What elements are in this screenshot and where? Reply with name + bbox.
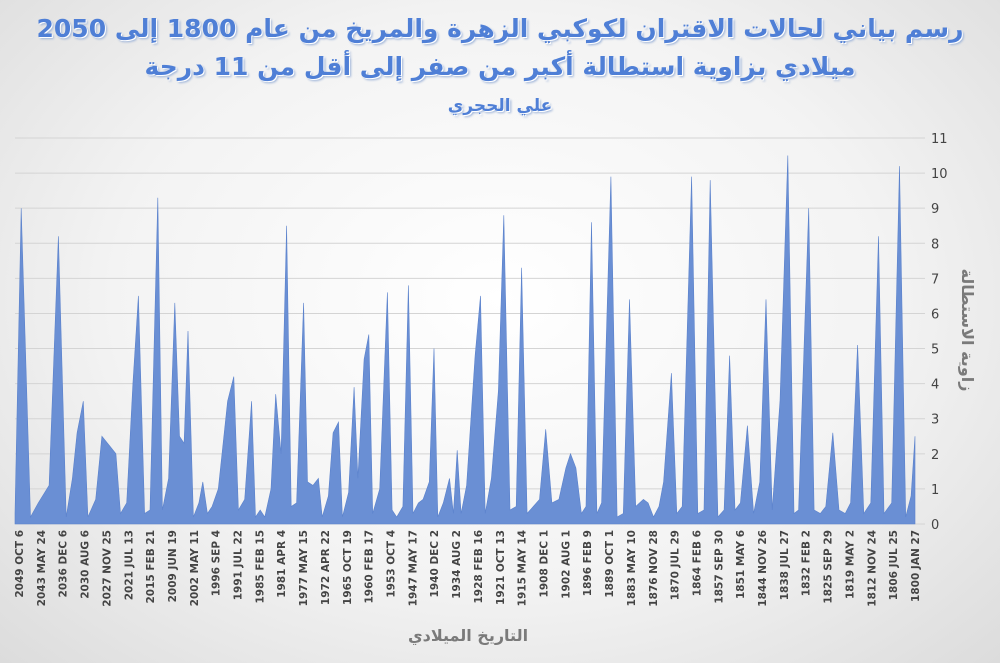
x-tick-label: 1947 MAY 17 xyxy=(407,530,419,606)
x-axis-title: التاريخ الميلادي xyxy=(408,626,528,646)
x-tick-label: 1991 JUL 22 xyxy=(233,530,245,600)
y-tick-label: 0 xyxy=(931,518,939,533)
x-tick-label: 1812 NOV 24 xyxy=(866,530,878,607)
x-tick-label: 1977 MAY 15 xyxy=(298,530,310,606)
x-tick-label: 2021 JUL 13 xyxy=(123,530,135,600)
y-tick-label: 8 xyxy=(931,237,939,252)
x-tick-label: 1996 SEP 4 xyxy=(211,530,223,596)
x-tick-label: 2015 FEB 21 xyxy=(145,530,157,604)
x-tick-label: 1972 APR 22 xyxy=(320,530,332,605)
x-tick-label: 1981 APR 4 xyxy=(276,530,288,598)
x-tick-label: 1876 NOV 28 xyxy=(648,530,660,607)
x-tick-label: 1825 SEP 29 xyxy=(823,530,835,604)
y-tick-label: 9 xyxy=(931,202,939,217)
x-tick-label: 1902 AUG 1 xyxy=(560,530,572,599)
y-tick-label: 5 xyxy=(931,343,939,358)
y-axis-title: زاوية الاستطالة xyxy=(958,269,977,392)
y-tick-label: 6 xyxy=(931,307,939,322)
chart-title-line2: ميلادي بزاوية استطالة أكبر من صفر إلى أق… xyxy=(144,52,856,81)
x-tick-label: 2030 AUG 6 xyxy=(80,530,92,599)
y-tick-label: 2 xyxy=(931,448,939,463)
x-tick-label: 1953 OCT 4 xyxy=(386,530,398,598)
x-tick-label: 1832 FEB 2 xyxy=(801,530,813,596)
x-tick-label: 1896 FEB 9 xyxy=(582,530,594,596)
x-tick-label: 1921 OCT 13 xyxy=(495,530,507,605)
x-tick-label: 1928 FEB 16 xyxy=(473,530,485,604)
x-tick-label: 2049 OCT 6 xyxy=(14,530,26,598)
chart-subtitle: علي الحجري xyxy=(447,96,553,116)
x-tick-label: 1800 JAN 27 xyxy=(910,530,922,602)
y-tick-label: 11 xyxy=(931,132,948,147)
x-tick-label: 1857 SEP 30 xyxy=(713,530,725,604)
x-tick-label: 1965 OCT 19 xyxy=(342,530,354,605)
x-tick-label: 1864 FEB 6 xyxy=(692,530,704,596)
x-tick-label: 1985 FEB 15 xyxy=(254,530,266,604)
y-tick-label: 10 xyxy=(931,167,948,182)
x-tick-label: 1915 MAY 14 xyxy=(517,530,529,606)
x-tick-label: 2027 NOV 25 xyxy=(101,530,113,607)
x-tick-label: 1960 FEB 17 xyxy=(364,530,376,604)
x-tick-label: 2043 MAY 24 xyxy=(36,530,48,606)
x-tick-label: 1889 OCT 1 xyxy=(604,530,616,598)
x-tick-label: 1870 JUL 29 xyxy=(670,530,682,600)
x-tick-label: 1908 DEC 1 xyxy=(539,530,551,597)
y-tick-label: 7 xyxy=(931,272,939,287)
x-tick-label: 2009 JUN 19 xyxy=(167,530,179,602)
x-tick-label: 1806 JUL 25 xyxy=(888,530,900,600)
x-axis-ticks: 2049 OCT 6 2043 MAY 24 2036 DEC 6 2030 AUG … xyxy=(14,530,922,607)
chart-title: رسم بياني لحالات الاقتران لكوكبي الزهرة … xyxy=(36,14,964,43)
x-tick-label: 1819 MAY 2 xyxy=(844,530,856,599)
x-tick-label: 1851 MAY 6 xyxy=(735,530,747,599)
x-tick-label: 1838 JUL 27 xyxy=(779,530,791,600)
y-tick-label: 3 xyxy=(931,413,939,428)
x-tick-label: 2036 DEC 6 xyxy=(58,530,70,597)
series-area xyxy=(14,155,916,525)
y-axis-ticks: 0 1 2 3 4 5 6 7 8 9 10 11 xyxy=(931,132,948,533)
x-tick-label: 1844 NOV 26 xyxy=(757,530,769,607)
y-tick-label: 1 xyxy=(931,483,939,498)
y-tick-label: 4 xyxy=(931,378,939,393)
x-tick-label: 1934 AUG 2 xyxy=(451,530,463,599)
x-tick-label: 1883 MAY 10 xyxy=(626,530,638,606)
x-tick-label: 1940 DEC 2 xyxy=(429,530,441,597)
x-tick-label: 2002 MAY 11 xyxy=(189,530,201,606)
